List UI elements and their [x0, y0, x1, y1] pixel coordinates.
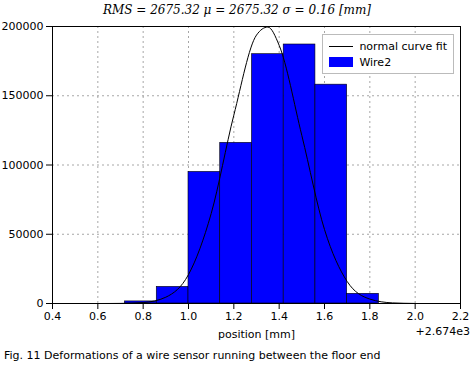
- html-text:Fig. 11 Deformations of a wire: Fig. 11 Deformations of a wire sensor ru…: [4, 349, 381, 362]
- svg-text:1.0: 1.0: [180, 310, 198, 323]
- html-text:+2.674e3: +2.674e3: [415, 325, 470, 338]
- svg-text:1.4: 1.4: [270, 310, 288, 323]
- html-text:Wire2: Wire2: [359, 55, 392, 69]
- svg-text:0: 0: [37, 297, 44, 310]
- svg-text:1.2: 1.2: [225, 310, 243, 323]
- svg-text:200000: 200000: [2, 20, 44, 33]
- svg-text:2.0: 2.0: [406, 310, 424, 323]
- svg-text:1.6: 1.6: [316, 310, 334, 323]
- svg-text:2.2: 2.2: [452, 310, 470, 323]
- svg-text:0.8: 0.8: [134, 310, 152, 323]
- svg-text:150000: 150000: [2, 89, 44, 102]
- svg-text:0.6: 0.6: [89, 310, 107, 323]
- svg-text:position [mm]: position [mm]: [218, 328, 295, 341]
- svg-text:0.4: 0.4: [44, 310, 62, 323]
- svg-text:50000: 50000: [9, 228, 44, 241]
- svg-text:100000: 100000: [2, 159, 44, 172]
- svg-text:1.8: 1.8: [361, 310, 379, 323]
- html-text:RMS = 2675.32 μ = 2675.32 σ =: RMS = 2675.32 μ = 2675.32 σ = 0.16 [mm]: [102, 3, 372, 17]
- html-text:normal curve fit: normal curve fit: [359, 39, 447, 53]
